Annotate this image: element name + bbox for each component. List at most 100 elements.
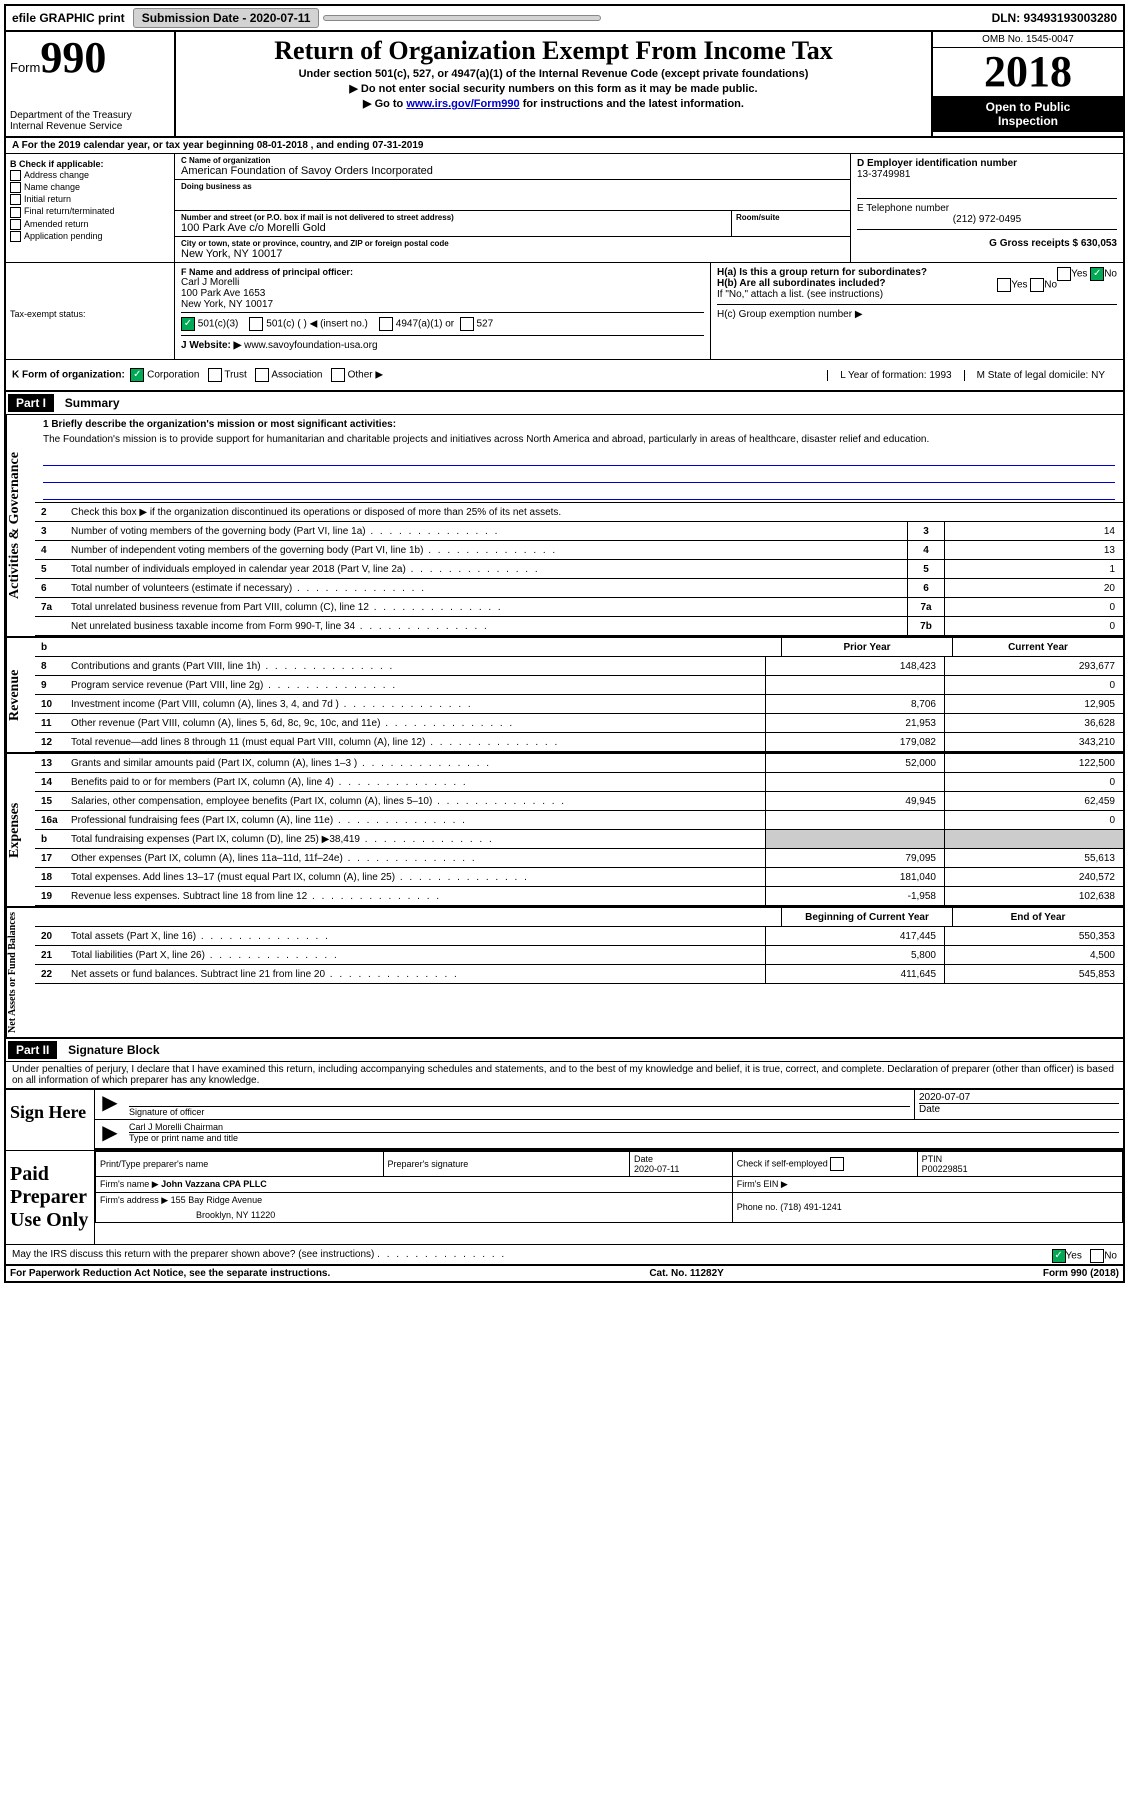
chk-name[interactable]: Name change (10, 182, 170, 193)
chk-527[interactable] (460, 317, 474, 331)
chk-501c3[interactable]: ✓ (181, 317, 195, 331)
table-row: 15Salaries, other compensation, employee… (35, 792, 1123, 811)
arrow-icon: ▶ (95, 1120, 125, 1148)
discuss-yes[interactable]: ✓ (1052, 1249, 1066, 1263)
chk-amended[interactable]: Amended return (10, 219, 170, 230)
prep-date: 2020-07-11 (634, 1164, 679, 1174)
l-label: L Year of formation: 1993 (827, 370, 963, 381)
top-bar: efile GRAPHIC print Submission Date - 20… (6, 6, 1123, 32)
chk-other[interactable] (331, 368, 345, 382)
chk-initial[interactable]: Initial return (10, 194, 170, 205)
form-label: Form (10, 60, 40, 75)
table-row: 21Total liabilities (Part X, line 26)5,8… (35, 946, 1123, 965)
ein-value: 13-3749981 (857, 169, 1117, 180)
tax-year: 2018 (933, 48, 1123, 96)
hc-row: H(c) Group exemption number ▶ (717, 304, 1117, 320)
sig-date-label: Date (919, 1104, 1119, 1115)
ha-yes[interactable] (1057, 267, 1071, 281)
discuss-row: May the IRS discuss this return with the… (6, 1245, 1123, 1265)
addr-label: Number and street (or P.O. box if mail i… (181, 213, 725, 222)
ha-row: H(a) Is this a group return for subordin… (717, 267, 1117, 278)
subtitle-1: Under section 501(c), 527, or 4947(a)(1)… (184, 68, 923, 80)
chk-pending[interactable]: Application pending (10, 231, 170, 242)
form-title: Return of Organization Exempt From Incom… (184, 36, 923, 66)
submission-button[interactable]: Submission Date - 2020-07-11 (133, 8, 320, 28)
k-label: K Form of organization: (12, 370, 125, 381)
blank-button[interactable] (323, 15, 601, 21)
side-revenue: Revenue (6, 638, 35, 752)
line1-label: 1 Briefly describe the organization's mi… (35, 415, 1123, 434)
b-header: B Check if applicable: (10, 159, 170, 169)
firm-addr1: 155 Bay Ridge Avenue (171, 1195, 262, 1205)
sign-here-label: Sign Here (6, 1090, 95, 1150)
declaration-text: Under penalties of perjury, I declare th… (6, 1062, 1123, 1089)
part1-header-row: Part I Summary (6, 392, 1123, 415)
table-row: 22Net assets or fund balances. Subtract … (35, 965, 1123, 984)
table-row: 12Total revenue—add lines 8 through 11 (… (35, 733, 1123, 752)
ha-no[interactable]: ✓ (1090, 267, 1104, 281)
chk-trust[interactable] (208, 368, 222, 382)
chk-corp[interactable]: ✓ (130, 368, 144, 382)
footer-right: Form 990 (2018) (1043, 1268, 1119, 1279)
paid-prep-label: Paid Preparer Use Only (6, 1151, 95, 1244)
firm-phone: Phone no. (718) 491-1241 (732, 1192, 1122, 1222)
m-label: M State of legal domicile: NY (964, 370, 1117, 381)
chk-assoc[interactable] (255, 368, 269, 382)
form-number: 990 (40, 33, 106, 82)
footer-mid: Cat. No. 11282Y (649, 1268, 723, 1279)
footer-left: For Paperwork Reduction Act Notice, see … (10, 1268, 330, 1279)
part2-badge: Part II (8, 1041, 57, 1059)
officer-name: Carl J Morelli (181, 277, 704, 288)
j-label: J Website: ▶ (181, 340, 241, 351)
mission-line (43, 485, 1115, 500)
part2-title: Signature Block (60, 1043, 159, 1057)
discuss-no[interactable] (1090, 1249, 1104, 1263)
mission-line (43, 451, 1115, 466)
table-row: 20Total assets (Part X, line 16)417,4455… (35, 927, 1123, 946)
expenses-section: Expenses 13Grants and similar amounts pa… (6, 754, 1123, 908)
chk-final[interactable]: Final return/terminated (10, 206, 170, 217)
city-label: City or town, state or province, country… (181, 239, 844, 248)
mission-line (43, 468, 1115, 483)
f-label: F Name and address of principal officer: (181, 267, 704, 277)
table-row: 4Number of independent voting members of… (35, 541, 1123, 560)
prior-year-header: Prior Year (781, 638, 952, 656)
hb-row: H(b) Are all subordinates included? Yes … (717, 278, 1117, 289)
irs-link[interactable]: www.irs.gov/Form990 (406, 98, 519, 110)
chk-address[interactable]: Address change (10, 170, 170, 181)
part1-badge: Part I (8, 394, 54, 412)
table-row: 19Revenue less expenses. Subtract line 1… (35, 887, 1123, 906)
hb-yes[interactable] (997, 278, 1011, 292)
room-label: Room/suite (736, 213, 846, 222)
dept-treasury: Department of the Treasury (10, 110, 170, 121)
chk-4947[interactable] (379, 317, 393, 331)
beg-year-header: Beginning of Current Year (781, 908, 952, 926)
table-row: 16aProfessional fundraising fees (Part I… (35, 811, 1123, 830)
end-year-header: End of Year (952, 908, 1123, 926)
section-fh: Tax-exempt status: F Name and address of… (6, 263, 1123, 360)
table-row: bTotal fundraising expenses (Part IX, co… (35, 830, 1123, 849)
chk-self-employed[interactable] (830, 1157, 844, 1171)
side-governance: Activities & Governance (6, 415, 35, 636)
table-row: 11Other revenue (Part VIII, column (A), … (35, 714, 1123, 733)
hb-no[interactable] (1030, 278, 1044, 292)
table-row: 10Investment income (Part VIII, column (… (35, 695, 1123, 714)
line2-text: Check this box ▶ if the organization dis… (71, 507, 1123, 518)
tax-exempt-label: Tax-exempt status: (10, 309, 170, 319)
d-label: D Employer identification number (857, 158, 1117, 169)
table-row: Net unrelated business taxable income fr… (35, 617, 1123, 636)
website-value: www.savoyfoundation-usa.org (244, 340, 377, 351)
table-row: 5Total number of individuals employed in… (35, 560, 1123, 579)
preparer-section: Paid Preparer Use Only Print/Type prepar… (6, 1150, 1123, 1245)
netassets-section: Net Assets or Fund Balances Beginning of… (6, 908, 1123, 1039)
prep-name-label: Print/Type preparer's name (96, 1151, 384, 1176)
mission-text: The Foundation's mission is to provide s… (35, 434, 1123, 449)
table-row: 13Grants and similar amounts paid (Part … (35, 754, 1123, 773)
signature-line[interactable] (129, 1092, 910, 1107)
table-row: 8Contributions and grants (Part VIII, li… (35, 657, 1123, 676)
officer-printed-name: Carl J Morelli Chairman (129, 1122, 1119, 1133)
table-row: 18Total expenses. Add lines 13–17 (must … (35, 868, 1123, 887)
governance-section: Activities & Governance 1 Briefly descri… (6, 415, 1123, 638)
efile-label: efile GRAPHIC print (6, 9, 131, 27)
chk-501c[interactable] (249, 317, 263, 331)
